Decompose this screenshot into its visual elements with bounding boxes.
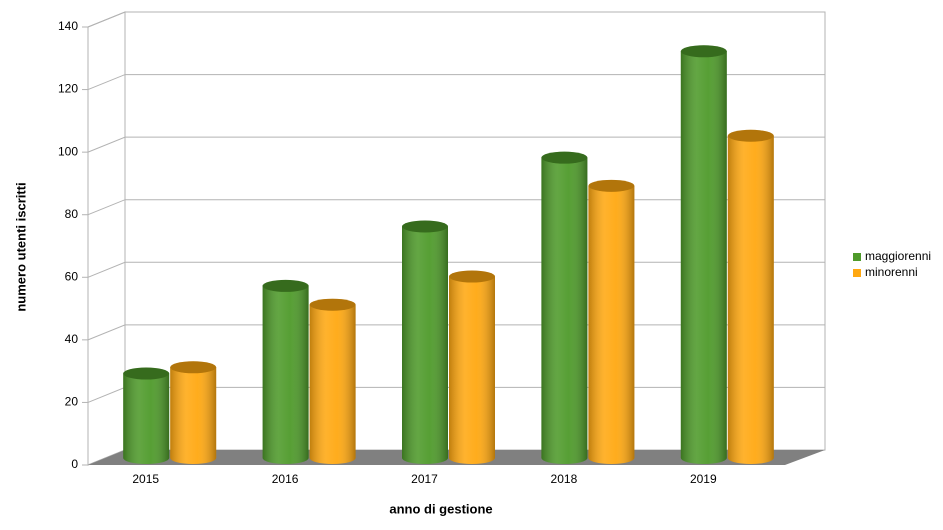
x-tick-label: 2016 <box>272 472 299 486</box>
bar-top-shade <box>170 361 217 374</box>
y-tick-label: 0 <box>71 457 78 471</box>
y-tick-label: 100 <box>58 144 78 158</box>
bar-shade <box>588 185 635 465</box>
legend-swatch <box>853 269 861 277</box>
bar-top-shade <box>402 220 448 233</box>
bar-shade <box>402 226 448 464</box>
bar-group <box>123 367 170 464</box>
bar-top <box>449 270 495 283</box>
bar-top <box>727 129 774 142</box>
bar-shade <box>727 135 774 464</box>
x-tick-label: 2018 <box>551 472 578 486</box>
bar-group <box>402 220 448 464</box>
legend-swatch <box>853 253 861 261</box>
legend-label: maggiorenni <box>865 249 931 263</box>
bar-group <box>680 45 727 465</box>
bar-top <box>309 298 356 311</box>
bar-group <box>541 151 588 464</box>
bar-top <box>170 361 217 374</box>
y-tick-label: 80 <box>65 207 79 221</box>
x-tick-label: 2017 <box>411 472 438 486</box>
y-axis-title: numero utenti iscritti <box>13 182 28 311</box>
x-axis-title: anno di gestione <box>389 501 492 516</box>
y-tick-label: 140 <box>58 19 78 33</box>
bar-group <box>727 129 774 464</box>
bar-top <box>680 45 727 58</box>
bar-top-shade <box>541 151 588 164</box>
bar-top-shade <box>123 367 170 380</box>
bar-top <box>588 179 635 192</box>
bar-group <box>170 361 217 464</box>
bar-shade <box>541 157 588 464</box>
side-wall <box>87 11 126 466</box>
bar-top <box>541 151 588 164</box>
bar-top-shade <box>588 179 635 192</box>
x-tick-label: 2019 <box>690 472 717 486</box>
y-tick-label: 40 <box>65 332 79 346</box>
y-tick-label: 120 <box>58 82 78 96</box>
grid-line <box>87 11 825 28</box>
bar-top-shade <box>680 45 727 58</box>
bar-shade <box>262 285 309 464</box>
bar-group <box>449 270 495 464</box>
y-tick-label: 60 <box>65 269 79 283</box>
bar-top-shade <box>727 129 774 142</box>
grid-line <box>87 136 825 153</box>
bar-top <box>123 367 170 380</box>
bar-shade <box>449 276 495 464</box>
legend-label: minorenni <box>865 265 918 279</box>
bar-shade <box>309 304 356 464</box>
x-tick-label: 2015 <box>132 472 159 486</box>
bar-group <box>309 298 356 464</box>
y-tick-label: 20 <box>65 395 79 409</box>
bar-top <box>262 279 309 292</box>
bar-shade <box>680 51 727 465</box>
bar-group <box>262 279 309 464</box>
grid-line <box>87 74 825 91</box>
bar-group <box>588 179 635 465</box>
bar-shade <box>123 373 170 464</box>
bar-top-shade <box>449 270 495 283</box>
bar-top-shade <box>262 279 309 292</box>
bar-top <box>402 220 448 233</box>
bar-shade <box>170 367 217 464</box>
bar-top-shade <box>309 298 356 311</box>
